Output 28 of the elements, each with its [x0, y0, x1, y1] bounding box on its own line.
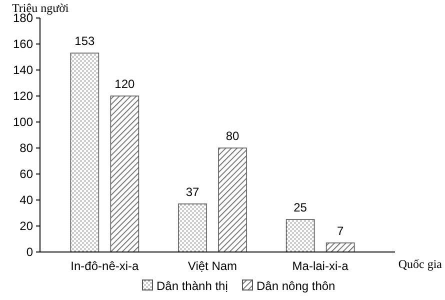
y-tick-label: 40	[20, 193, 34, 207]
y-tick-label: 120	[12, 89, 34, 103]
data-label: 7	[336, 224, 344, 238]
x-tick-label: Ma-lai-xi-a	[292, 259, 349, 273]
y-tick-label: 100	[12, 115, 34, 129]
data-label: 37	[186, 184, 200, 199]
bar	[286, 219, 315, 252]
x-axis-title: Quốc gia	[398, 257, 443, 271]
y-tick-label: 160	[12, 37, 34, 51]
legend-label: Dân thành thị	[156, 279, 228, 293]
y-tick-label: 0	[26, 245, 34, 259]
bar	[110, 96, 140, 252]
y-axis-title: Triệu người	[12, 1, 70, 15]
y-tick-label: 140	[12, 63, 34, 77]
data-label: 25	[294, 200, 308, 214]
bar	[218, 148, 247, 252]
data-label: 120	[114, 77, 136, 91]
data-label: 153	[74, 34, 96, 48]
y-tick-label: 60	[20, 167, 34, 181]
legend-label: Dân nông thôn	[256, 279, 336, 293]
data-label: 80	[226, 129, 240, 143]
bar	[70, 52, 100, 252]
bar	[178, 204, 207, 252]
x-tick-label: Việt Nam	[188, 259, 238, 273]
y-tick-label: 80	[20, 141, 34, 155]
bar	[326, 242, 355, 252]
x-tick-label: In-đô-nê-xi-a	[70, 259, 140, 273]
y-tick-label: 20	[20, 219, 34, 233]
